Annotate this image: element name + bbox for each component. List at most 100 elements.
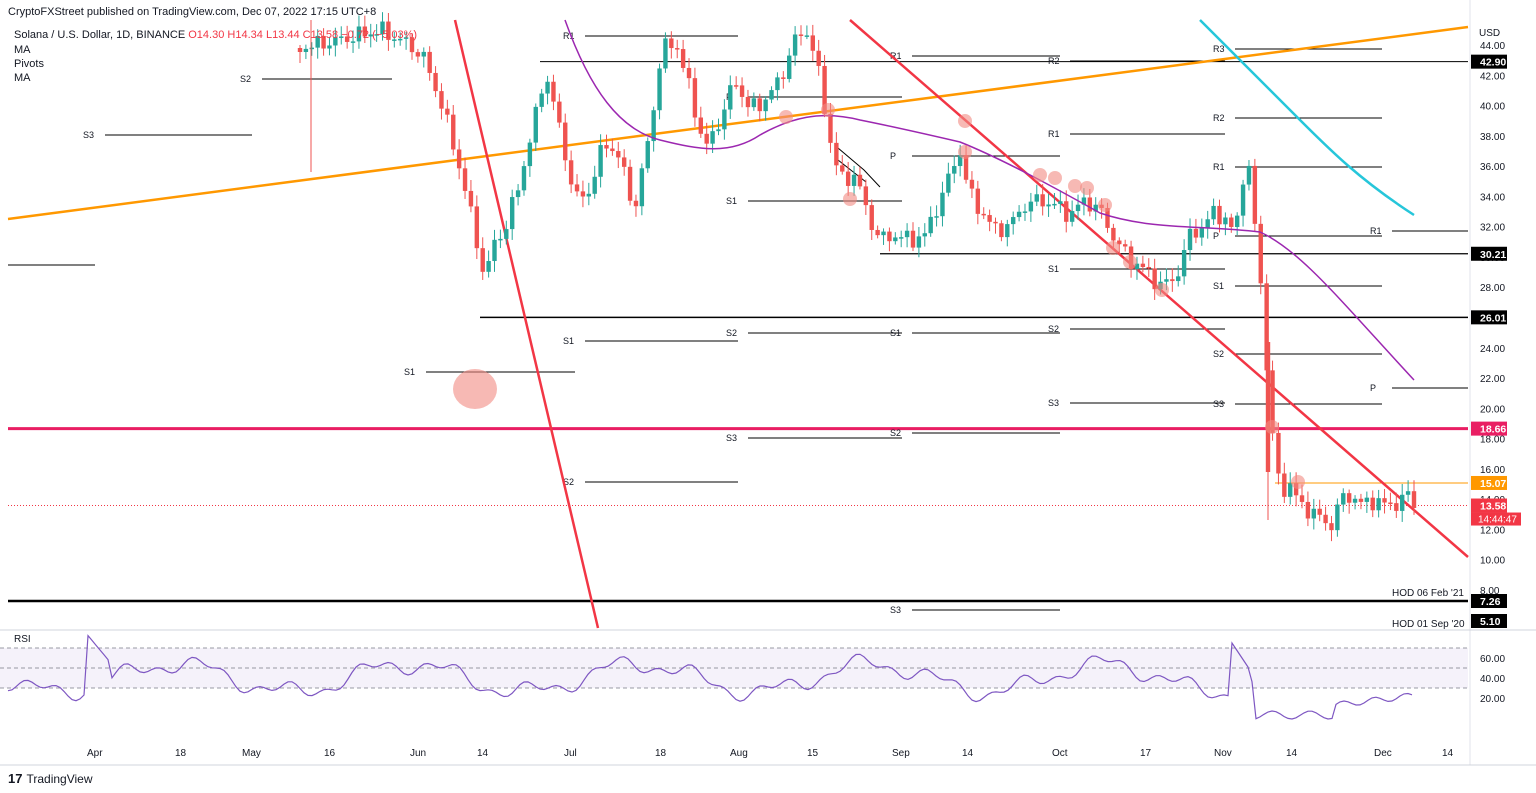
- candle-body: [934, 216, 939, 218]
- touch-marker: [1265, 420, 1279, 434]
- candle-body: [539, 93, 544, 107]
- candle-body: [421, 51, 426, 57]
- candle-body: [386, 21, 391, 40]
- candle-body: [675, 48, 680, 50]
- indicator-pivots[interactable]: Pivots: [14, 58, 44, 70]
- candle-body: [398, 38, 403, 41]
- pivot-label: S2: [563, 477, 574, 487]
- candle-body: [1323, 514, 1328, 524]
- candle-body: [1246, 165, 1252, 185]
- candle-body: [781, 77, 786, 79]
- candle-body: [987, 215, 992, 222]
- touch-marker: [1048, 171, 1062, 185]
- candle-body: [604, 145, 609, 149]
- ohlc-change: −0.72 (−5.03%): [341, 29, 418, 41]
- candle-body: [327, 45, 332, 49]
- candle-body: [798, 34, 804, 36]
- candle-body: [498, 238, 503, 241]
- candle-body: [639, 168, 645, 207]
- candle-body: [1140, 263, 1146, 267]
- candle-body: [881, 231, 886, 236]
- ma-line-purple: [564, 19, 1415, 381]
- pivot-label: S3: [726, 433, 737, 443]
- candle-body: [563, 122, 568, 161]
- price-tick-label: 12.00: [1480, 525, 1505, 536]
- candle-body: [1181, 250, 1187, 277]
- symbol-line[interactable]: Solana / U.S. Dollar, 1D, BINANCE O14.30…: [14, 29, 417, 41]
- candle-body: [1117, 240, 1122, 245]
- pivot-label: R1: [1048, 129, 1060, 139]
- candle-body: [1405, 491, 1411, 495]
- time-axis[interactable]: Apr 18 May 16 Jun 14 Jul 18 Aug 15 Sep 14 Oct 17 Nov 14…: [0, 748, 1536, 766]
- candle-body: [716, 129, 721, 132]
- touch-marker: [958, 145, 972, 159]
- time-tick-label: Oct: [1052, 748, 1068, 759]
- time-tick-label: Sep: [892, 748, 910, 759]
- ohlc-high: H14.34: [227, 29, 263, 41]
- touch-markers: [453, 103, 1305, 489]
- candle-body: [1111, 227, 1116, 241]
- candle-body: [710, 131, 715, 144]
- price-tick-label: 10.00: [1480, 556, 1505, 567]
- candle-body: [757, 98, 762, 112]
- candle-body: [1376, 498, 1381, 511]
- candle-body: [1282, 473, 1287, 497]
- pivot-label: R1: [1370, 226, 1382, 236]
- candle-body: [1293, 483, 1299, 496]
- time-tick-label: Jul: [564, 748, 577, 759]
- candle-body: [309, 47, 314, 50]
- pivot-label: R1: [1213, 162, 1225, 172]
- candle-body: [1299, 495, 1305, 502]
- price-badge: [1471, 246, 1507, 261]
- candle-body: [928, 216, 933, 234]
- rsi-tick-label: 40.00: [1480, 674, 1505, 685]
- candle-body: [439, 91, 444, 109]
- price-axis[interactable]: USD 44.00 42.00 40.00 38.00 36.00 34.00 32.00 30…: [0, 0, 1536, 765]
- price-badge-label: 5.10: [1480, 616, 1501, 628]
- candle-body: [804, 35, 810, 37]
- candle-body: [1229, 217, 1234, 227]
- candle-body: [321, 35, 326, 49]
- touch-marker: [1080, 181, 1094, 195]
- price-tick-label: 16.00: [1480, 465, 1505, 476]
- candle-body: [1164, 279, 1169, 282]
- candle-body: [1093, 204, 1098, 212]
- rsi-line: [7, 634, 1413, 720]
- candle-body: [769, 90, 774, 100]
- axis-unit-label: USD: [1479, 28, 1500, 39]
- candle-body: [904, 230, 910, 238]
- orange-trend-line: [7, 25, 1469, 221]
- touch-marker: [1106, 241, 1120, 255]
- time-tick-label: Nov: [1214, 748, 1232, 759]
- candle-body: [627, 166, 633, 201]
- candle-body: [568, 160, 574, 185]
- touch-marker: [779, 110, 793, 124]
- candle-body: [1370, 497, 1375, 511]
- candle-body: [1193, 228, 1199, 238]
- candle-body: [492, 239, 497, 262]
- indicator-ma-2[interactable]: MA: [14, 72, 31, 84]
- candle-body: [392, 39, 397, 41]
- candle-body: [509, 197, 515, 230]
- candle-body: [468, 190, 474, 207]
- touch-marker: [1098, 198, 1112, 212]
- price-badge: [1471, 54, 1507, 69]
- candle-body: [592, 176, 597, 194]
- candle-body: [722, 109, 727, 130]
- time-tick-label: 15: [807, 748, 819, 759]
- candle-body: [1211, 205, 1216, 220]
- candle-body: [869, 205, 874, 230]
- candle-body: [315, 35, 320, 48]
- candle-body: [1335, 504, 1340, 531]
- tradingview-wordmark: TradingView: [26, 771, 93, 786]
- rsi-panel[interactable]: RSI 60.00 40.00 20.00: [0, 634, 1505, 720]
- candle-body: [504, 229, 509, 239]
- candle-body: [1358, 498, 1364, 502]
- candle-body: [580, 191, 586, 197]
- indicator-ma[interactable]: MA: [14, 44, 31, 56]
- tradingview-brand[interactable]: 17 TradingView: [8, 771, 93, 786]
- candle-body: [1388, 502, 1393, 505]
- pivot-label: R1: [890, 51, 902, 61]
- candle-body: [1258, 223, 1263, 284]
